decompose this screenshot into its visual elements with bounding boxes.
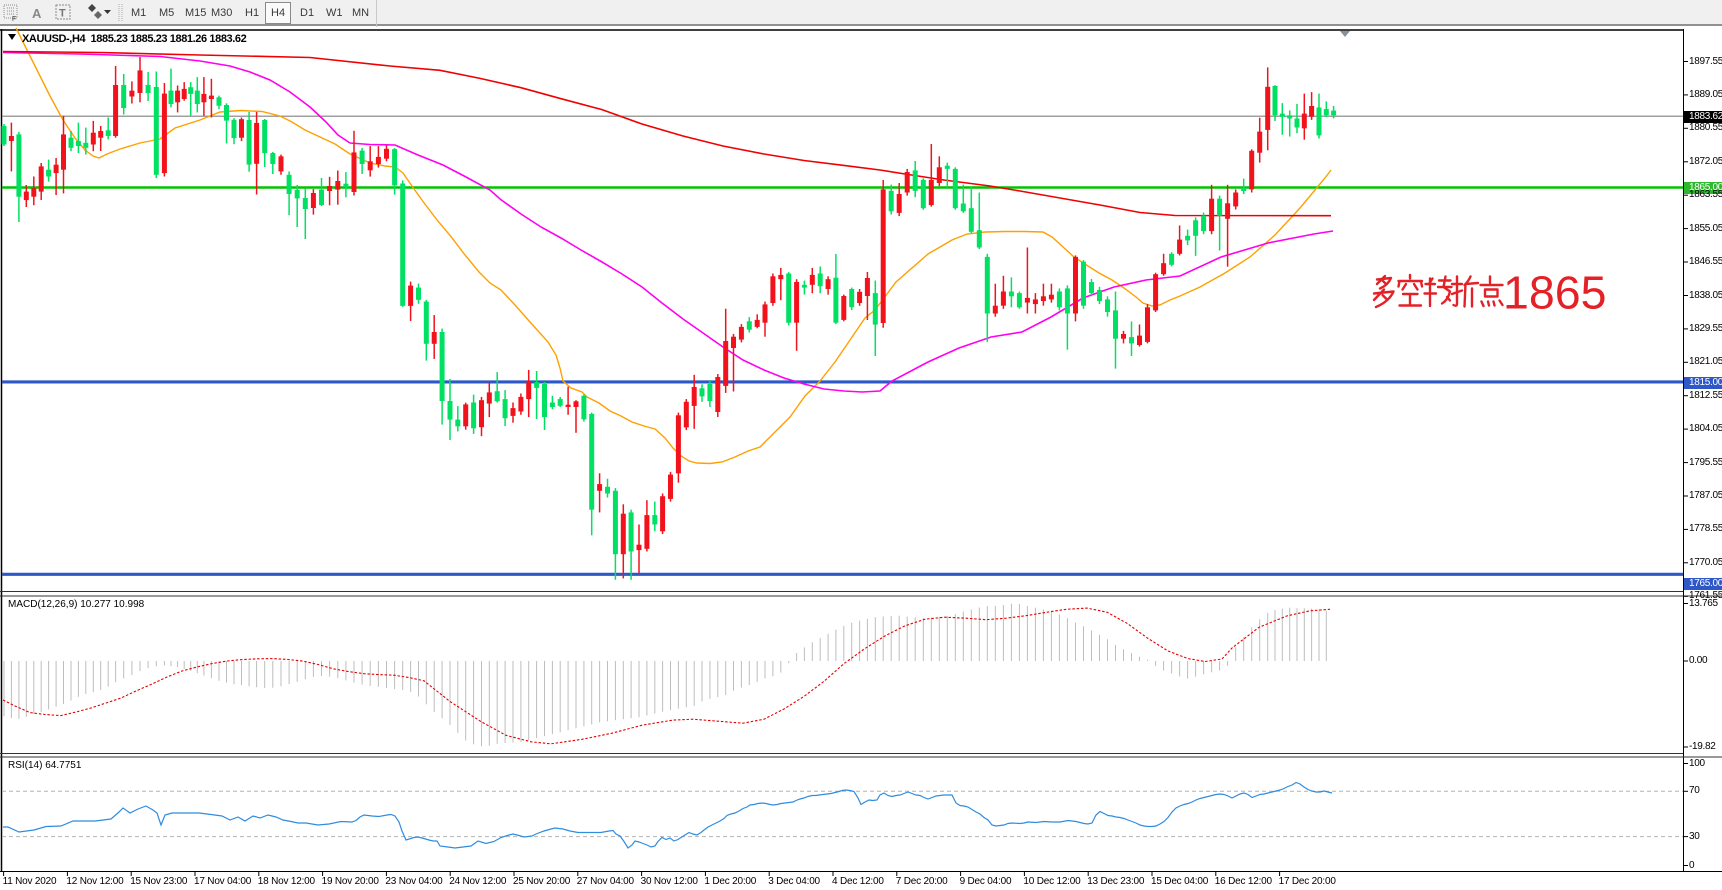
svg-text:A: A [32,6,42,21]
svg-text:F: F [12,16,16,23]
svg-text:1865: 1865 [1503,267,1606,319]
svg-text:T: T [59,8,66,20]
